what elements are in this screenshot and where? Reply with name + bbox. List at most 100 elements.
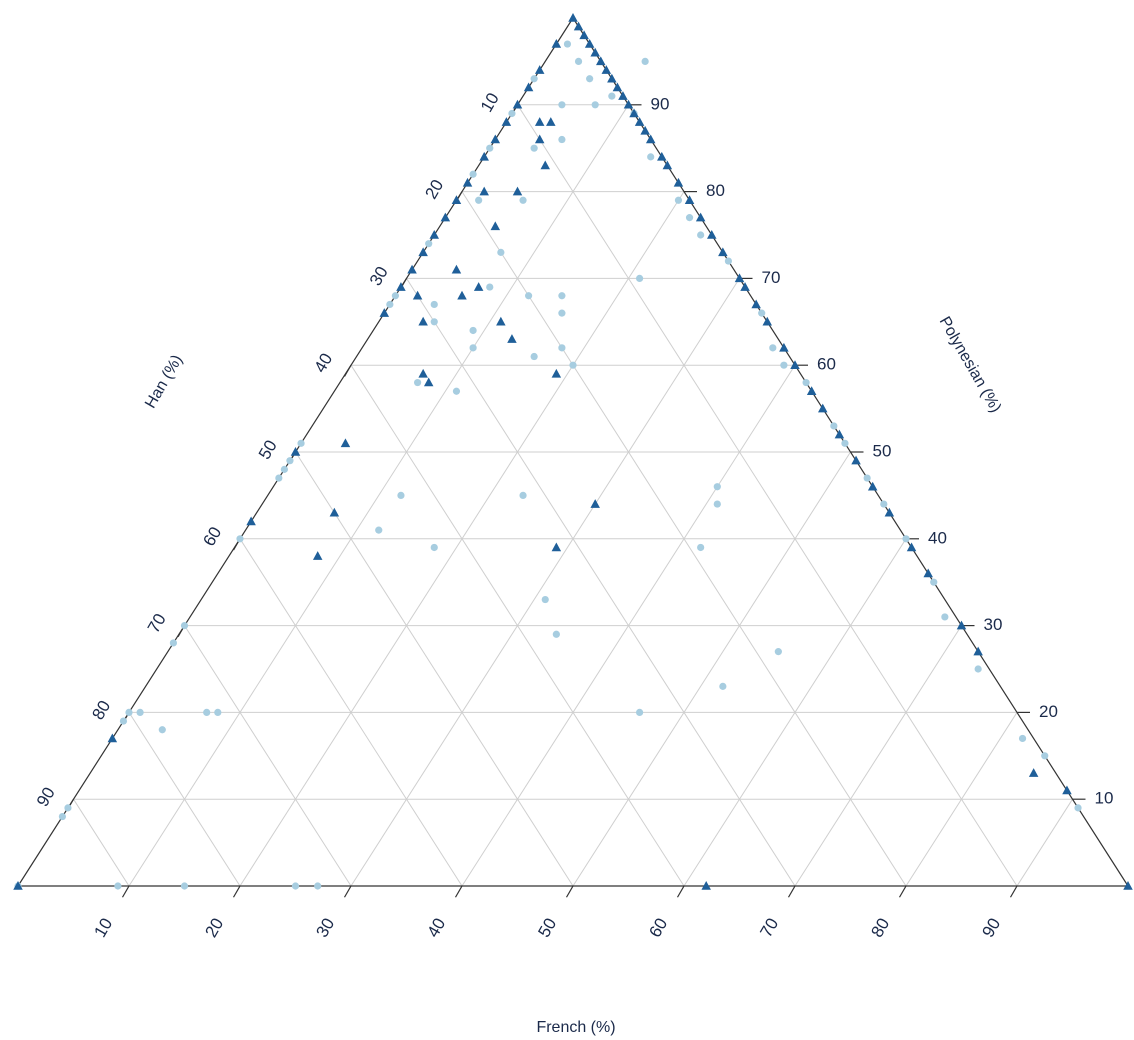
data-point-triangle	[451, 264, 462, 274]
data-point-circle	[558, 135, 566, 144]
han-axis-title: Han (%)	[142, 352, 186, 411]
han-tick-label: 10	[477, 90, 503, 116]
data-point-circle	[397, 491, 405, 499]
data-point-circle	[519, 491, 527, 499]
data-point-triangle	[718, 247, 728, 257]
data-point-circle	[558, 344, 566, 352]
data-point-triangle	[851, 455, 861, 465]
data-point-triangle	[751, 299, 761, 309]
data-point-triangle	[440, 212, 451, 222]
data-point-triangle	[640, 125, 650, 135]
han-tick	[343, 364, 352, 377]
data-point-circle	[314, 882, 322, 890]
polynesian-tick-label: 60	[817, 355, 836, 374]
data-point-circle	[469, 344, 477, 352]
data-point-circle	[563, 40, 572, 48]
data-point-triangle	[657, 151, 667, 161]
data-point-circle	[758, 309, 766, 317]
data-point-triangle	[479, 186, 489, 196]
data-point-circle	[236, 535, 244, 543]
data-point-triangle	[512, 99, 523, 109]
french-tick-label: 50	[534, 915, 560, 941]
data-point-circle	[713, 483, 721, 491]
data-point-circle	[574, 57, 583, 65]
data-point-triangle	[496, 316, 506, 326]
han-tick-label: 40	[310, 350, 336, 376]
data-point-circle	[552, 630, 560, 638]
data-point-triangle	[629, 108, 639, 118]
data-point-triangle	[601, 65, 612, 74]
grid-line-han	[406, 278, 796, 887]
data-point-triangle	[734, 273, 745, 283]
axis-ticks: 10 20 30 40 50 60 70 80 90 10 20 30 40 50 60 70 80 90 10 20…	[33, 90, 1113, 941]
data-point-circle	[286, 457, 294, 465]
data-point-triangle	[534, 117, 545, 126]
data-point-triangle	[312, 551, 323, 560]
data-point-triangle	[956, 620, 967, 630]
french-tick	[454, 885, 463, 898]
han-tick-label: 50	[255, 437, 281, 463]
grid-line-han	[517, 104, 1018, 887]
grid-line-french	[1016, 798, 1073, 887]
data-point-circle	[685, 214, 694, 222]
data-point-triangle	[584, 39, 595, 48]
data-point-circle	[830, 422, 838, 430]
data-point-triangle	[740, 282, 750, 291]
data-point-triangle	[290, 447, 301, 456]
french-tick-label: 60	[645, 915, 671, 941]
data-point-triangle	[507, 334, 517, 343]
data-point-triangle	[707, 230, 717, 239]
han-tick-label: 80	[88, 697, 114, 723]
data-point-triangle	[673, 177, 684, 187]
data-point-circle	[841, 439, 849, 447]
data-point-triangle	[695, 212, 706, 222]
data-point-circle	[430, 318, 438, 326]
data-point-triangle	[551, 368, 562, 378]
data-point-circle	[430, 300, 438, 309]
data-point-circle	[430, 543, 438, 552]
data-point-triangle	[429, 230, 439, 239]
french-tick	[787, 885, 796, 898]
data-point-triangle	[818, 403, 828, 413]
data-point-triangle	[13, 881, 23, 890]
data-point-circle	[297, 439, 305, 447]
data-point-triangle	[473, 282, 484, 291]
polynesian-tick-label: 20	[1039, 702, 1058, 721]
polynesian-axis-title: Polynesian (%)	[936, 314, 1005, 416]
data-point-circle	[1074, 804, 1082, 812]
french-tick-label: 10	[90, 915, 116, 941]
data-point-circle	[530, 75, 538, 83]
data-point-triangle	[579, 30, 589, 40]
data-point-circle	[214, 708, 222, 717]
data-point-circle	[636, 274, 644, 282]
data-point-circle	[125, 708, 133, 717]
han-tick-label: 70	[144, 610, 170, 636]
data-point-circle	[280, 465, 288, 473]
grid-line-french	[572, 451, 851, 887]
data-point-triangle	[662, 160, 673, 170]
grid-line-french	[905, 712, 1018, 887]
french-tick	[343, 885, 352, 898]
data-point-circle	[558, 101, 566, 109]
data-point-circle	[386, 300, 394, 309]
data-point-circle	[119, 717, 128, 725]
french-tick	[232, 885, 241, 898]
data-point-circle	[674, 196, 683, 204]
han-tick-label: 20	[421, 176, 447, 202]
french-tick	[1009, 885, 1018, 898]
data-point-triangle	[596, 56, 606, 66]
grid-line-han	[73, 798, 130, 887]
han-tick-label: 60	[199, 524, 225, 550]
data-point-circle	[291, 882, 300, 890]
data-point-circle	[724, 257, 733, 265]
data-point-circle	[558, 292, 566, 300]
data-point-triangle	[418, 368, 428, 378]
data-point-circle	[713, 500, 721, 508]
data-point-triangle	[479, 151, 489, 161]
french-tick-label: 70	[756, 915, 782, 941]
data-point-circle	[469, 170, 477, 178]
data-point-triangle	[329, 507, 340, 517]
polynesian-tick-label: 30	[984, 615, 1003, 634]
data-point-triangle	[551, 542, 562, 552]
data-point-circle	[391, 292, 399, 300]
